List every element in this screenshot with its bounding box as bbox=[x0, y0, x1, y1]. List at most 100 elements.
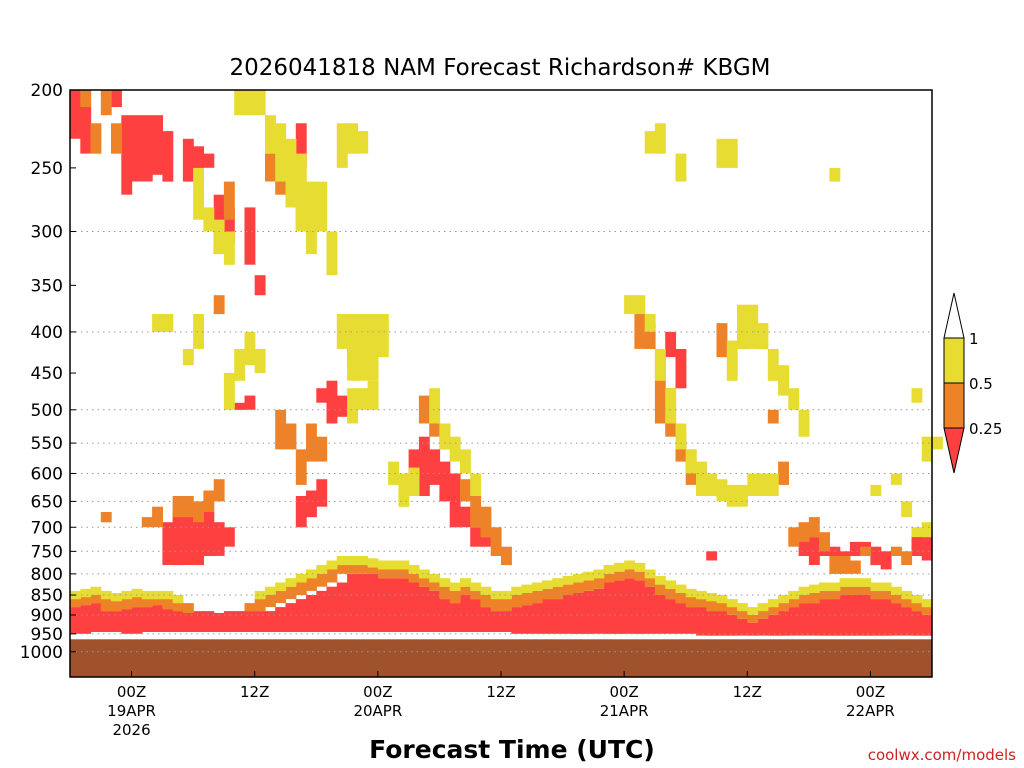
heatmap-cell bbox=[193, 501, 204, 523]
heatmap-cell bbox=[367, 558, 379, 568]
heatmap-cell bbox=[654, 584, 666, 595]
heatmap-cell bbox=[182, 496, 194, 518]
heatmap-cell bbox=[357, 573, 369, 632]
heatmap-cell bbox=[80, 107, 92, 154]
heatmap-cell bbox=[449, 436, 461, 462]
heatmap-cell bbox=[213, 219, 225, 255]
heatmap-cell bbox=[562, 576, 574, 585]
heatmap-cell bbox=[377, 569, 389, 579]
heatmap-cell bbox=[203, 207, 215, 232]
heatmap-cell bbox=[70, 599, 81, 608]
heatmap-cell bbox=[347, 556, 358, 566]
heatmap-cell bbox=[141, 607, 153, 632]
heatmap-cell bbox=[685, 607, 697, 634]
heatmap-cell bbox=[521, 593, 533, 606]
heatmap-cell bbox=[891, 586, 902, 595]
colorbar-legend: 1 0.5 0.25 bbox=[943, 292, 1002, 474]
y-tick-label: 600 bbox=[31, 464, 63, 484]
heatmap-cell bbox=[193, 146, 204, 175]
heatmap-cell bbox=[624, 578, 635, 634]
heatmap-cell bbox=[306, 578, 317, 591]
heatmap-cell bbox=[654, 349, 666, 381]
heatmap-cell bbox=[501, 546, 512, 566]
heatmap-cell bbox=[408, 582, 420, 632]
heatmap-cell bbox=[901, 501, 913, 518]
heatmap-cell bbox=[347, 314, 358, 381]
heatmap-cell bbox=[100, 512, 112, 523]
heatmap-cell bbox=[521, 584, 533, 593]
y-tick-label: 1000 bbox=[20, 643, 63, 663]
heatmap-cell bbox=[470, 582, 482, 591]
heatmap-cell bbox=[244, 611, 256, 632]
heatmap-cell bbox=[254, 90, 266, 116]
heatmap-cell bbox=[808, 517, 820, 538]
heatmap-cell bbox=[244, 603, 256, 611]
heatmap-cell bbox=[737, 484, 748, 507]
heatmap-cell bbox=[418, 436, 430, 496]
x-tick-label: 21APR bbox=[600, 702, 649, 720]
heatmap-cell bbox=[665, 331, 677, 358]
heatmap-cell bbox=[70, 90, 81, 139]
heatmap-cell bbox=[747, 304, 759, 349]
heatmap-cell bbox=[849, 541, 861, 556]
heatmap-cell bbox=[449, 582, 461, 591]
heatmap-cell bbox=[788, 388, 800, 410]
heatmap-cell bbox=[562, 584, 574, 595]
heatmap-cell bbox=[398, 569, 410, 579]
heatmap-cell bbox=[223, 373, 235, 410]
heatmap-cell bbox=[870, 484, 882, 496]
heatmap-cell bbox=[808, 603, 820, 636]
heatmap-cell bbox=[480, 537, 492, 547]
heatmap-cell bbox=[654, 576, 666, 585]
heatmap-cell bbox=[778, 461, 789, 485]
y-tick-label: 700 bbox=[31, 518, 63, 538]
heatmap-cell bbox=[726, 138, 738, 168]
colorbar-swatch bbox=[943, 382, 965, 429]
heatmap-cell bbox=[193, 314, 204, 349]
heatmap-cell bbox=[121, 590, 133, 600]
heatmap-cell bbox=[336, 395, 348, 417]
heatmap-cell bbox=[336, 123, 348, 168]
heatmap-cell bbox=[388, 461, 399, 485]
heatmap-cell bbox=[223, 527, 235, 547]
heatmap-cell bbox=[172, 603, 184, 611]
heatmap-cell bbox=[593, 578, 605, 589]
heatmap-cell bbox=[747, 473, 759, 496]
heatmap-cell bbox=[326, 586, 338, 632]
heatmap-cell bbox=[808, 537, 820, 565]
heatmap-cell bbox=[234, 611, 246, 632]
heatmap-cell bbox=[788, 527, 800, 547]
heatmap-cell bbox=[644, 569, 656, 579]
heatmap-cell bbox=[295, 496, 307, 528]
heatmap-cell bbox=[295, 599, 307, 632]
heatmap-cell bbox=[295, 449, 307, 485]
heatmap-cell bbox=[480, 607, 492, 632]
heatmap-cell bbox=[306, 595, 317, 632]
heatmap-cell bbox=[275, 409, 287, 450]
heatmap-cell bbox=[921, 615, 933, 636]
heatmap-cell bbox=[162, 522, 174, 565]
heatmap-cell bbox=[870, 599, 882, 636]
heatmap-cell bbox=[747, 622, 759, 636]
heatmap-cell bbox=[265, 586, 276, 595]
heatmap-cell bbox=[716, 603, 728, 611]
heatmap-cell bbox=[542, 580, 553, 589]
heatmap-cell bbox=[696, 607, 707, 636]
heatmap-cell bbox=[572, 573, 584, 583]
heatmap-cell bbox=[798, 595, 810, 604]
heatmap-cell bbox=[696, 599, 707, 608]
heatmap-cell bbox=[460, 506, 471, 528]
heatmap-cell bbox=[531, 582, 543, 591]
heatmap-cell bbox=[798, 409, 810, 437]
heatmap-cell bbox=[880, 582, 892, 591]
heatmap-cell bbox=[829, 582, 841, 591]
heatmap-cell bbox=[675, 349, 687, 389]
heatmap-cell bbox=[624, 295, 635, 315]
heatmap-cell bbox=[449, 590, 461, 604]
x-tick-label: 00Z bbox=[856, 683, 885, 701]
heatmap-cell bbox=[254, 599, 266, 612]
heatmap-cell bbox=[788, 599, 800, 608]
heatmap-cell bbox=[398, 473, 410, 507]
heatmap-cell bbox=[285, 138, 297, 208]
heatmap-cell bbox=[193, 512, 204, 566]
